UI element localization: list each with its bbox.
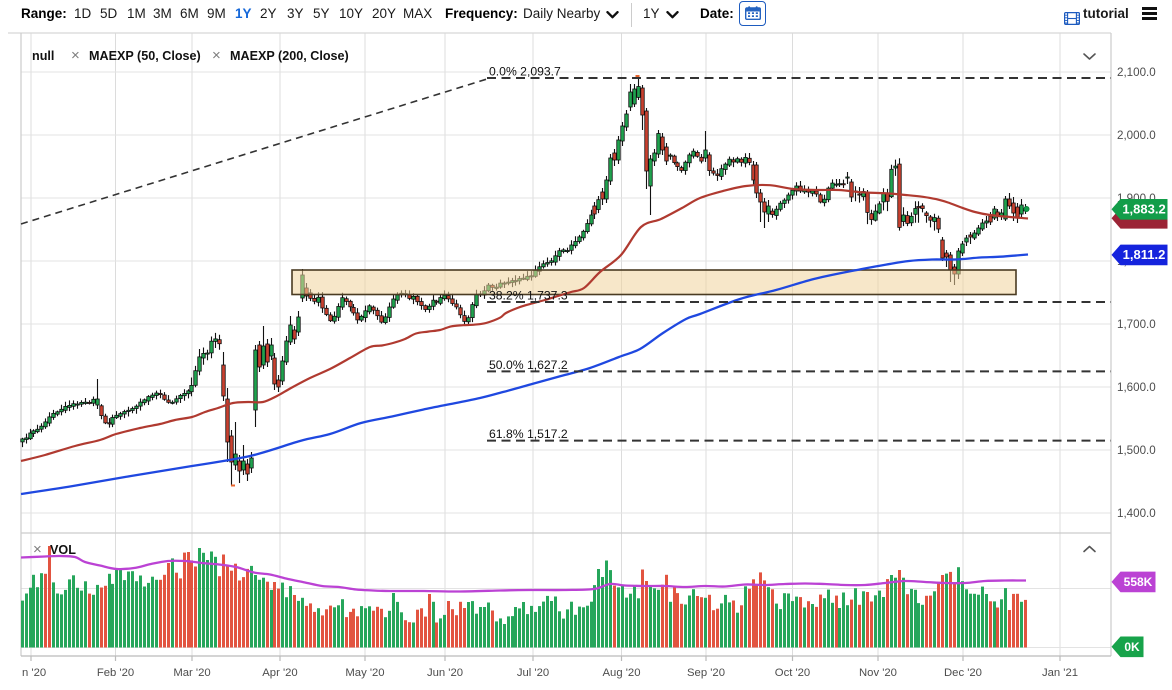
svg-text:MAEXP (50, Close): MAEXP (50, Close) — [89, 49, 201, 63]
svg-text:×: × — [71, 47, 80, 64]
svg-text:1,500.0: 1,500.0 — [1117, 444, 1156, 457]
svg-text:1,700.0: 1,700.0 — [1117, 318, 1156, 331]
svg-text:1,811.2: 1,811.2 — [1123, 247, 1166, 262]
svg-text:1,883.2: 1,883.2 — [1122, 202, 1165, 217]
svg-text:Oct '20: Oct '20 — [775, 667, 810, 679]
svg-text:0.0% 2,093.7: 0.0% 2,093.7 — [489, 65, 561, 79]
svg-text:1,400.0: 1,400.0 — [1117, 507, 1156, 520]
svg-text:1,600.0: 1,600.0 — [1117, 381, 1156, 394]
svg-text:2,000.0: 2,000.0 — [1117, 129, 1156, 142]
svg-text:×: × — [212, 47, 221, 64]
svg-text:Mar '20: Mar '20 — [173, 667, 210, 679]
svg-text:61.8% 1,517.2: 61.8% 1,517.2 — [489, 427, 568, 441]
svg-text:0K: 0K — [1124, 640, 1140, 654]
svg-text:50.0% 1,627.2: 50.0% 1,627.2 — [489, 358, 568, 372]
svg-text:Feb '20: Feb '20 — [97, 667, 134, 679]
svg-text:Apr '20: Apr '20 — [262, 667, 297, 679]
svg-text:n '20: n '20 — [22, 667, 46, 679]
svg-text:Jun '20: Jun '20 — [427, 667, 463, 679]
svg-text:Dec '20: Dec '20 — [944, 667, 982, 679]
svg-text:VOL: VOL — [50, 543, 76, 557]
svg-text:2,100.0: 2,100.0 — [1117, 66, 1156, 79]
svg-text:null: null — [32, 49, 54, 63]
svg-text:Jul '20: Jul '20 — [517, 667, 549, 679]
svg-text:Nov '20: Nov '20 — [859, 667, 897, 679]
svg-text:Aug '20: Aug '20 — [603, 667, 641, 679]
svg-text:Jan '21: Jan '21 — [1042, 667, 1078, 679]
svg-text:558K: 558K — [1124, 575, 1153, 589]
svg-text:May '20: May '20 — [345, 667, 384, 679]
svg-text:Sep '20: Sep '20 — [687, 667, 725, 679]
svg-text:MAEXP (200, Close): MAEXP (200, Close) — [230, 49, 349, 63]
svg-text:38.2% 1,737.3: 38.2% 1,737.3 — [489, 289, 568, 303]
svg-text:×: × — [33, 541, 42, 558]
